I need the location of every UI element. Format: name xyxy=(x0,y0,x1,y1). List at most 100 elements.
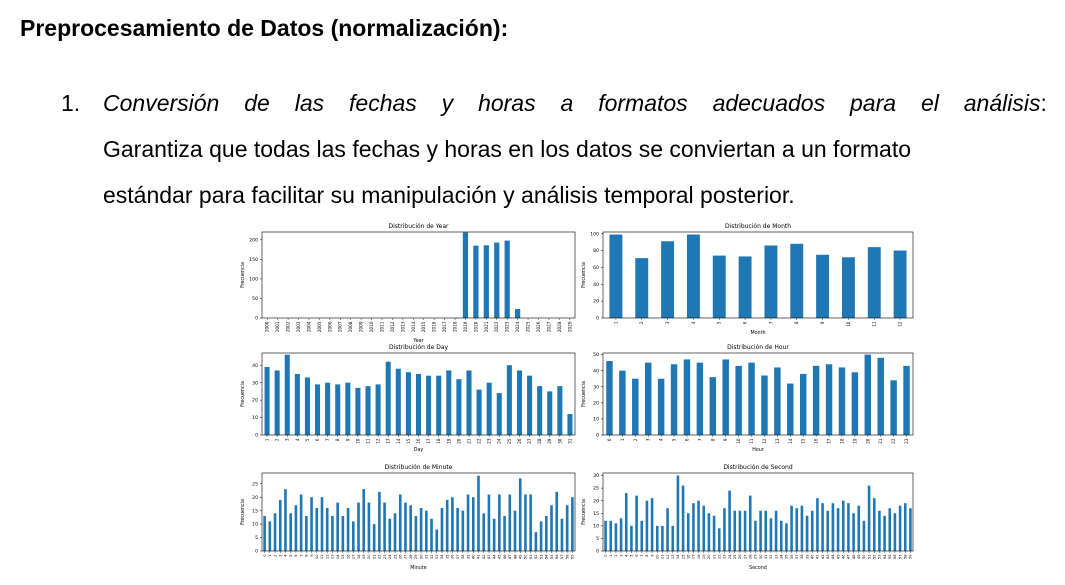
bar xyxy=(310,497,313,551)
bar xyxy=(466,370,472,435)
x-tick-label: 2 xyxy=(273,555,277,557)
bar xyxy=(696,362,704,435)
bar xyxy=(289,513,292,551)
bar xyxy=(336,502,339,551)
x-tick-label: 26 xyxy=(517,438,522,444)
x-tick-label: 0 xyxy=(604,554,608,557)
bar xyxy=(609,520,613,551)
x-tick-label: 20 xyxy=(707,554,711,559)
x-axis-label: Day xyxy=(414,447,424,453)
x-tick-label: 15 xyxy=(341,555,345,560)
bar xyxy=(738,256,752,318)
bar xyxy=(893,250,907,318)
y-tick-label: 0 xyxy=(596,316,599,322)
x-tick-label: 11 xyxy=(661,555,665,560)
y-tick-label: 30 xyxy=(593,384,599,390)
x-tick-label: 53 xyxy=(878,555,882,560)
bar xyxy=(624,493,628,551)
x-tick-label: 58 xyxy=(904,554,908,559)
x-tick-label: 38 xyxy=(800,554,804,559)
x-tick-label: 54 xyxy=(883,554,887,559)
y-tick-label: 80 xyxy=(593,248,599,254)
bar xyxy=(800,505,804,551)
x-tick-label: 2009 xyxy=(359,321,364,332)
bar xyxy=(506,365,512,435)
bar xyxy=(847,503,850,551)
x-tick-label: 27 xyxy=(404,555,408,560)
bar xyxy=(785,523,788,551)
x-tick-label: 16 xyxy=(814,438,819,444)
y-tick-label: 15 xyxy=(252,508,258,514)
bar xyxy=(539,521,543,551)
x-tick-label: 16 xyxy=(416,438,421,444)
bar xyxy=(274,370,280,435)
x-tick-label: 7 xyxy=(768,321,773,324)
bar xyxy=(466,494,470,551)
x-tick-label: 55 xyxy=(550,555,554,560)
plot-frame xyxy=(602,352,914,436)
x-tick-label: 28 xyxy=(749,554,753,559)
bar xyxy=(645,500,649,551)
y-tick-label: 20 xyxy=(252,398,258,404)
bar xyxy=(748,495,752,551)
bar xyxy=(571,497,574,551)
x-tick-label: 25 xyxy=(393,555,397,560)
x-tick-label: 4 xyxy=(659,438,664,441)
bar xyxy=(686,234,700,318)
x-tick-label: 34 xyxy=(780,554,784,559)
x-tick-label: 15 xyxy=(801,438,806,444)
bar xyxy=(851,372,859,435)
bar xyxy=(436,375,442,435)
x-tick-label: 46 xyxy=(842,554,846,559)
x-axis-label: Month xyxy=(750,330,765,336)
bar xyxy=(456,379,462,435)
x-tick-label: 43 xyxy=(826,555,830,560)
x-tick-label: 4 xyxy=(625,554,629,557)
x-tick-label: 8 xyxy=(794,321,799,324)
x-tick-label: 2011 xyxy=(379,321,384,332)
bar xyxy=(473,245,479,318)
title-word: para xyxy=(850,90,897,116)
bar xyxy=(331,516,334,551)
x-tick-label: 18 xyxy=(697,554,701,559)
bar xyxy=(635,258,649,318)
bar xyxy=(430,518,433,551)
bar xyxy=(524,494,527,551)
x-tick-label: 11 xyxy=(320,555,324,560)
bar xyxy=(461,510,465,551)
bar xyxy=(893,513,897,551)
x-tick-label: 2003 xyxy=(296,321,301,332)
bar xyxy=(903,365,910,435)
x-tick-label: 33 xyxy=(435,555,439,560)
x-tick-label: 14 xyxy=(336,554,340,559)
x-tick-label: 10 xyxy=(656,554,660,559)
x-tick-label: 52 xyxy=(534,555,538,560)
x-tick-label: 5 xyxy=(289,555,293,557)
x-tick-label: 3 xyxy=(279,555,283,557)
x-tick-label: 25 xyxy=(733,555,737,560)
title-word: formatos xyxy=(598,90,688,116)
bar xyxy=(864,354,872,435)
bar xyxy=(504,240,510,318)
bar xyxy=(518,478,522,551)
x-tick-label: 31 xyxy=(764,555,768,560)
x-tick-label: 9 xyxy=(345,438,350,441)
x-tick-label: 28 xyxy=(409,554,413,559)
bar xyxy=(325,382,331,435)
y-tick-label: 100 xyxy=(590,231,599,237)
x-tick-label: 2002 xyxy=(286,321,291,332)
y-tick-label: 5 xyxy=(596,536,599,542)
y-tick-label: 10 xyxy=(593,523,599,529)
x-tick-label: 51 xyxy=(529,555,533,560)
title-word: horas xyxy=(478,90,536,116)
bar xyxy=(644,362,652,435)
y-tick-label: 40 xyxy=(593,282,599,288)
chart-title: Distribución de Year xyxy=(389,223,450,230)
bar xyxy=(816,254,830,318)
bar xyxy=(841,257,855,318)
title-colon: : xyxy=(1040,90,1047,116)
bar xyxy=(878,510,881,551)
bar xyxy=(547,391,553,435)
x-tick-label: 5 xyxy=(305,438,310,441)
